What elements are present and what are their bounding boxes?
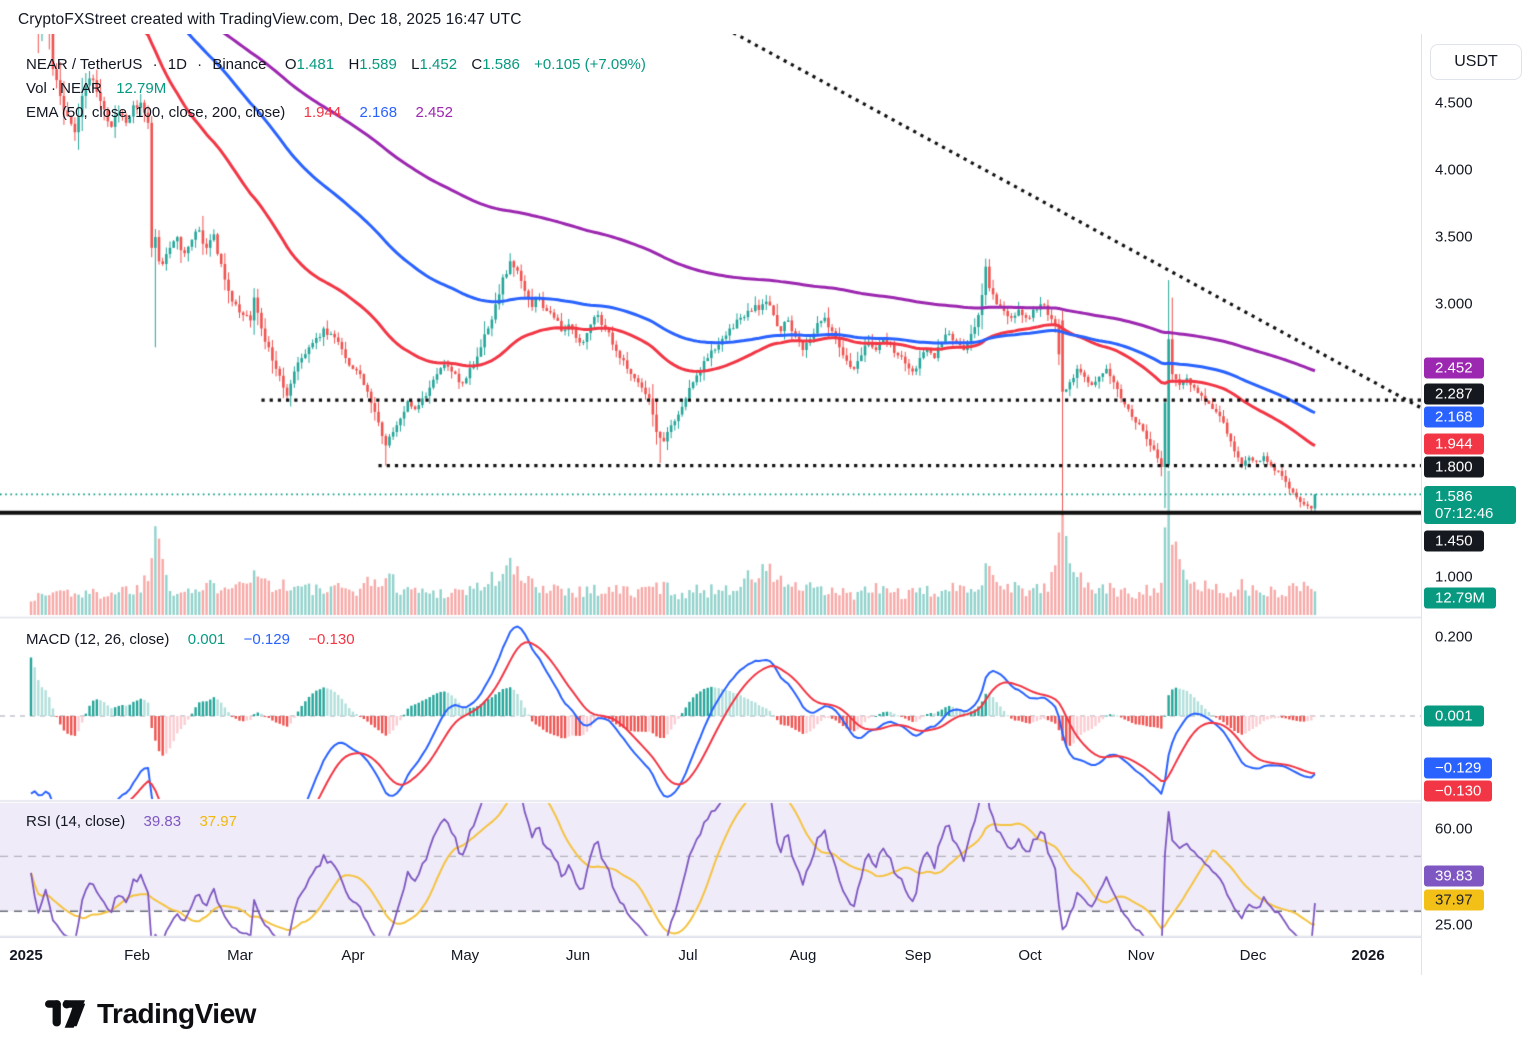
close-label: C bbox=[471, 56, 483, 73]
tradingview-brand: TradingView bbox=[45, 998, 256, 1030]
x-axis-label-jul[interactable]: Jul bbox=[678, 947, 698, 964]
price-label-pill[interactable]: 2.168 bbox=[1424, 406, 1484, 428]
x-axis-label-mar[interactable]: Mar bbox=[227, 947, 253, 964]
price-label-pill[interactable]: 1.450 bbox=[1424, 530, 1484, 552]
high-label: H bbox=[348, 56, 360, 73]
price-label-pill[interactable]: 39.83 bbox=[1424, 865, 1484, 887]
ema-title[interactable]: EMA (50, close, 100, close, 200, close) bbox=[26, 104, 286, 121]
macd-line-value: −0.129 bbox=[243, 631, 290, 648]
symbol-title[interactable]: NEAR / TetherUS bbox=[26, 56, 143, 73]
x-axis-label-sep[interactable]: Sep bbox=[904, 947, 932, 964]
price-label-pill[interactable]: 1.800 bbox=[1424, 456, 1484, 478]
volume-row[interactable]: Vol · NEAR 12.79M bbox=[26, 77, 646, 101]
macd-title[interactable]: MACD (12, 26, close) bbox=[26, 631, 170, 648]
x-axis-label-may[interactable]: May bbox=[450, 947, 480, 964]
x-axis-label-oct[interactable]: Oct bbox=[1018, 947, 1042, 964]
time-axis[interactable]: 2025 Feb Mar Apr May Jun Jul Aug Sep Oct Nov Dec 202… bbox=[0, 937, 1421, 975]
price-label-pill[interactable]: 0.001 bbox=[1424, 705, 1484, 727]
price-label-pill[interactable]: 2.452 bbox=[1424, 357, 1484, 379]
open-value: 1.481 bbox=[296, 56, 335, 73]
macd-legend[interactable]: MACD (12, 26, close) 0.001 −0.129 −0.130 bbox=[26, 631, 355, 648]
ema100-value: 2.168 bbox=[359, 104, 398, 121]
macd-hist-value: 0.001 bbox=[187, 631, 226, 648]
axis-tick: 4.500 bbox=[1435, 94, 1473, 112]
separator-dot: · bbox=[152, 56, 158, 73]
open-label: O bbox=[284, 56, 297, 73]
currency-button[interactable]: USDT bbox=[1430, 44, 1522, 80]
low-label: L bbox=[411, 56, 420, 73]
exchange-label[interactable]: Binance bbox=[212, 56, 267, 73]
symbol-row[interactable]: NEAR / TetherUS · 1D · Binance O1.481 H1… bbox=[26, 53, 646, 77]
header-bar: CryptoFXStreet created with TradingView.… bbox=[0, 0, 1536, 34]
rsi-ma-value: 37.97 bbox=[199, 813, 237, 830]
rsi-legend[interactable]: RSI (14, close) 39.83 37.97 bbox=[26, 813, 237, 830]
footer: TradingView bbox=[0, 975, 1536, 1060]
price-label-pill[interactable]: 1.944 bbox=[1424, 433, 1484, 455]
x-axis-label-feb[interactable]: Feb bbox=[124, 947, 150, 964]
low-value: 1.452 bbox=[419, 56, 458, 73]
x-axis-label-nov[interactable]: Nov bbox=[1127, 947, 1155, 964]
tradingview-brand-text: TradingView bbox=[97, 998, 256, 1029]
axis-tick: 3.000 bbox=[1435, 295, 1473, 313]
macd-signal-value: −0.130 bbox=[308, 631, 355, 648]
ema-row[interactable]: EMA (50, close, 100, close, 200, close) … bbox=[26, 101, 646, 125]
x-axis-label-2026[interactable]: 2026 bbox=[1351, 947, 1385, 964]
rsi-value: 39.83 bbox=[143, 813, 182, 830]
x-axis-label-apr[interactable]: Apr bbox=[341, 947, 365, 964]
price-label-pill[interactable]: −0.129 bbox=[1424, 757, 1493, 779]
axis-tick: 3.500 bbox=[1435, 228, 1473, 246]
tradingview-logo-icon bbox=[45, 1000, 85, 1028]
ema200-value: 2.452 bbox=[415, 104, 453, 121]
interval-label[interactable]: 1D bbox=[167, 56, 187, 73]
volume-value: 12.79M bbox=[116, 80, 167, 97]
x-axis-label-aug[interactable]: Aug bbox=[789, 947, 817, 964]
axis-tick: 4.000 bbox=[1435, 161, 1473, 179]
watermark-text: CryptoFXStreet created with TradingView.… bbox=[18, 11, 522, 28]
price-label-pill[interactable]: −0.130 bbox=[1424, 780, 1493, 802]
countdown-timer: 07:12:46 bbox=[1435, 505, 1494, 522]
price-pane-legend: NEAR / TetherUS · 1D · Binance O1.481 H1… bbox=[26, 53, 646, 125]
change-value: +0.105 (+7.09%) bbox=[534, 56, 646, 73]
axis-tick: 25.00 bbox=[1435, 916, 1473, 934]
price-label-pill[interactable]: 12.79M bbox=[1424, 587, 1497, 609]
axis-tick: 60.00 bbox=[1435, 820, 1473, 838]
x-axis-label-jun[interactable]: Jun bbox=[565, 947, 591, 964]
price-label-pill[interactable]: 37.97 bbox=[1424, 889, 1484, 911]
close-value: 1.586 bbox=[482, 56, 520, 73]
volume-title[interactable]: Vol · NEAR bbox=[26, 80, 102, 97]
price-label-pill[interactable]: 2.287 bbox=[1424, 383, 1484, 405]
price-scale-axis[interactable]: USDT 4.500 4.000 3.500 3.000 1.000 0.200 60.00… bbox=[1421, 34, 1536, 975]
axis-tick: 1.000 bbox=[1435, 568, 1473, 586]
separator-dot: · bbox=[197, 56, 203, 73]
rsi-title[interactable]: RSI (14, close) bbox=[26, 813, 126, 830]
x-axis-label-2025[interactable]: 2025 bbox=[9, 947, 43, 964]
ema50-value: 1.944 bbox=[303, 104, 342, 121]
x-axis-label-dec[interactable]: Dec bbox=[1239, 947, 1267, 964]
price-label-pill[interactable]: 1.586 07:12:46 bbox=[1424, 486, 1516, 524]
axis-tick: 0.200 bbox=[1435, 628, 1473, 646]
high-value: 1.589 bbox=[359, 56, 397, 73]
